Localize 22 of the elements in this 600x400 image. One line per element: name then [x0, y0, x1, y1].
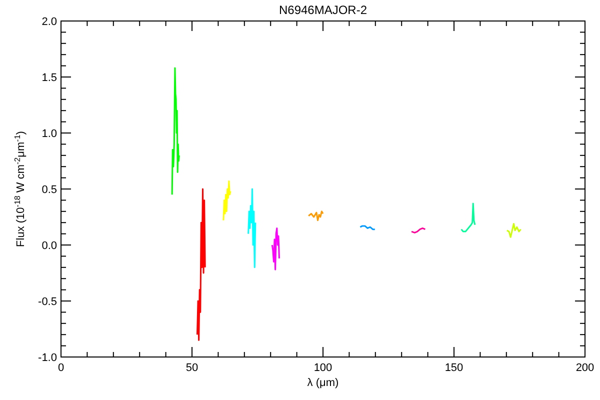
line-series — [196, 188, 206, 341]
y-tick-label: -0.5 — [38, 296, 57, 308]
line-series — [222, 180, 232, 222]
x-tick-label: 100 — [314, 362, 332, 374]
x-tick-label: 150 — [444, 362, 464, 374]
y-tick-label: 0.0 — [42, 240, 57, 252]
x-tick-label: 0 — [58, 362, 64, 374]
x-tick-label: 50 — [186, 362, 198, 374]
y-tick-label: 1.5 — [42, 72, 57, 84]
y-tick-label: 2.0 — [42, 16, 57, 28]
line-series — [460, 202, 476, 232]
y-tick-label: -1.0 — [38, 352, 57, 364]
x-axis-title: λ (μm) — [307, 377, 339, 389]
y-tick-label: 1.0 — [42, 128, 57, 140]
x-tick-label: 200 — [576, 362, 594, 374]
line-series — [506, 222, 522, 238]
y-tick-label: 0.5 — [42, 184, 57, 196]
line-series — [308, 210, 324, 222]
chart-title: N6946MAJOR-2 — [278, 3, 368, 17]
line-series — [248, 188, 256, 268]
line-series — [271, 227, 280, 270]
line-series — [171, 67, 180, 196]
